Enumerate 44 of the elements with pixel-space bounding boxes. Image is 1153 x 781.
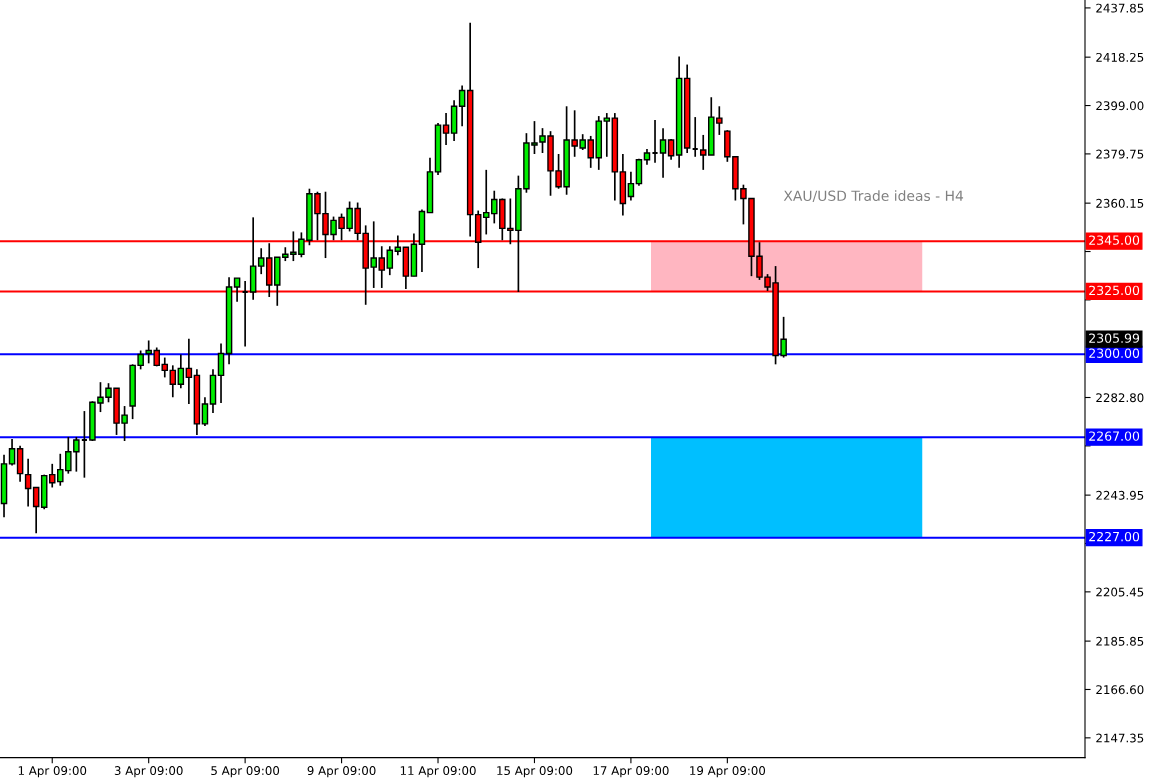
candlestick xyxy=(394,234,402,257)
y-tick-label: 2282.80 xyxy=(1096,393,1144,403)
ref-line-label: 2300.00 xyxy=(1089,348,1140,358)
candlestick xyxy=(257,247,265,275)
y-tick-label: 2205.45 xyxy=(1096,587,1144,597)
y-tick-label: 2379.75 xyxy=(1096,149,1144,159)
candlestick xyxy=(458,84,466,127)
text: 2305.99 xyxy=(1089,333,1140,343)
y-tick-label: 2166.60 xyxy=(1096,685,1144,695)
x-tick-label: 3 Apr 09:00 xyxy=(114,766,183,778)
y-tick-label: 2185.85 xyxy=(1096,636,1144,646)
x-tick-label: 11 Apr 09:00 xyxy=(400,766,476,778)
candlestick xyxy=(386,245,394,276)
y-tick-label: 2418.25 xyxy=(1096,52,1144,62)
ref-line-label: 2345.00 xyxy=(1089,235,1140,245)
candlestick xyxy=(659,127,667,179)
candlestick xyxy=(627,171,635,202)
y-tick-label: 2243.95 xyxy=(1096,490,1144,500)
candlestick xyxy=(32,486,40,535)
x-tick-label: 17 Apr 09:00 xyxy=(593,766,669,778)
x-tick-label: 15 Apr 09:00 xyxy=(497,766,573,778)
ref-line-label: 2325.00 xyxy=(1089,285,1140,296)
candlestick xyxy=(217,342,225,404)
candlestick xyxy=(233,277,241,303)
y-tick-label: 2147.35 xyxy=(1096,733,1144,743)
candlestick xyxy=(169,364,177,399)
candlestick xyxy=(177,353,185,390)
candlestick xyxy=(8,438,16,467)
y-tick-label: 2437.85 xyxy=(1096,3,1144,13)
ref-line-label: 2227.00 xyxy=(1089,531,1140,542)
x-tick-label: 19 Apr 09:00 xyxy=(690,766,766,778)
y-tick-label: 2399.00 xyxy=(1096,101,1144,111)
text: XAU/USD Trade ideas - H4 xyxy=(783,190,964,203)
candlestick xyxy=(201,396,209,427)
candlestick xyxy=(185,337,193,405)
y-tick-label: 2360.15 xyxy=(1096,198,1144,208)
x-tick-label: 5 Apr 09:00 xyxy=(211,766,280,778)
x-tick-label: 9 Apr 09:00 xyxy=(307,766,376,778)
candlestick xyxy=(24,457,32,508)
candlestick xyxy=(603,112,611,158)
candlestick xyxy=(442,112,450,146)
candlestick xyxy=(635,157,643,187)
ref-line-label: 2267.00 xyxy=(1089,431,1140,441)
x-tick-label: 1 Apr 09:00 xyxy=(18,766,87,778)
